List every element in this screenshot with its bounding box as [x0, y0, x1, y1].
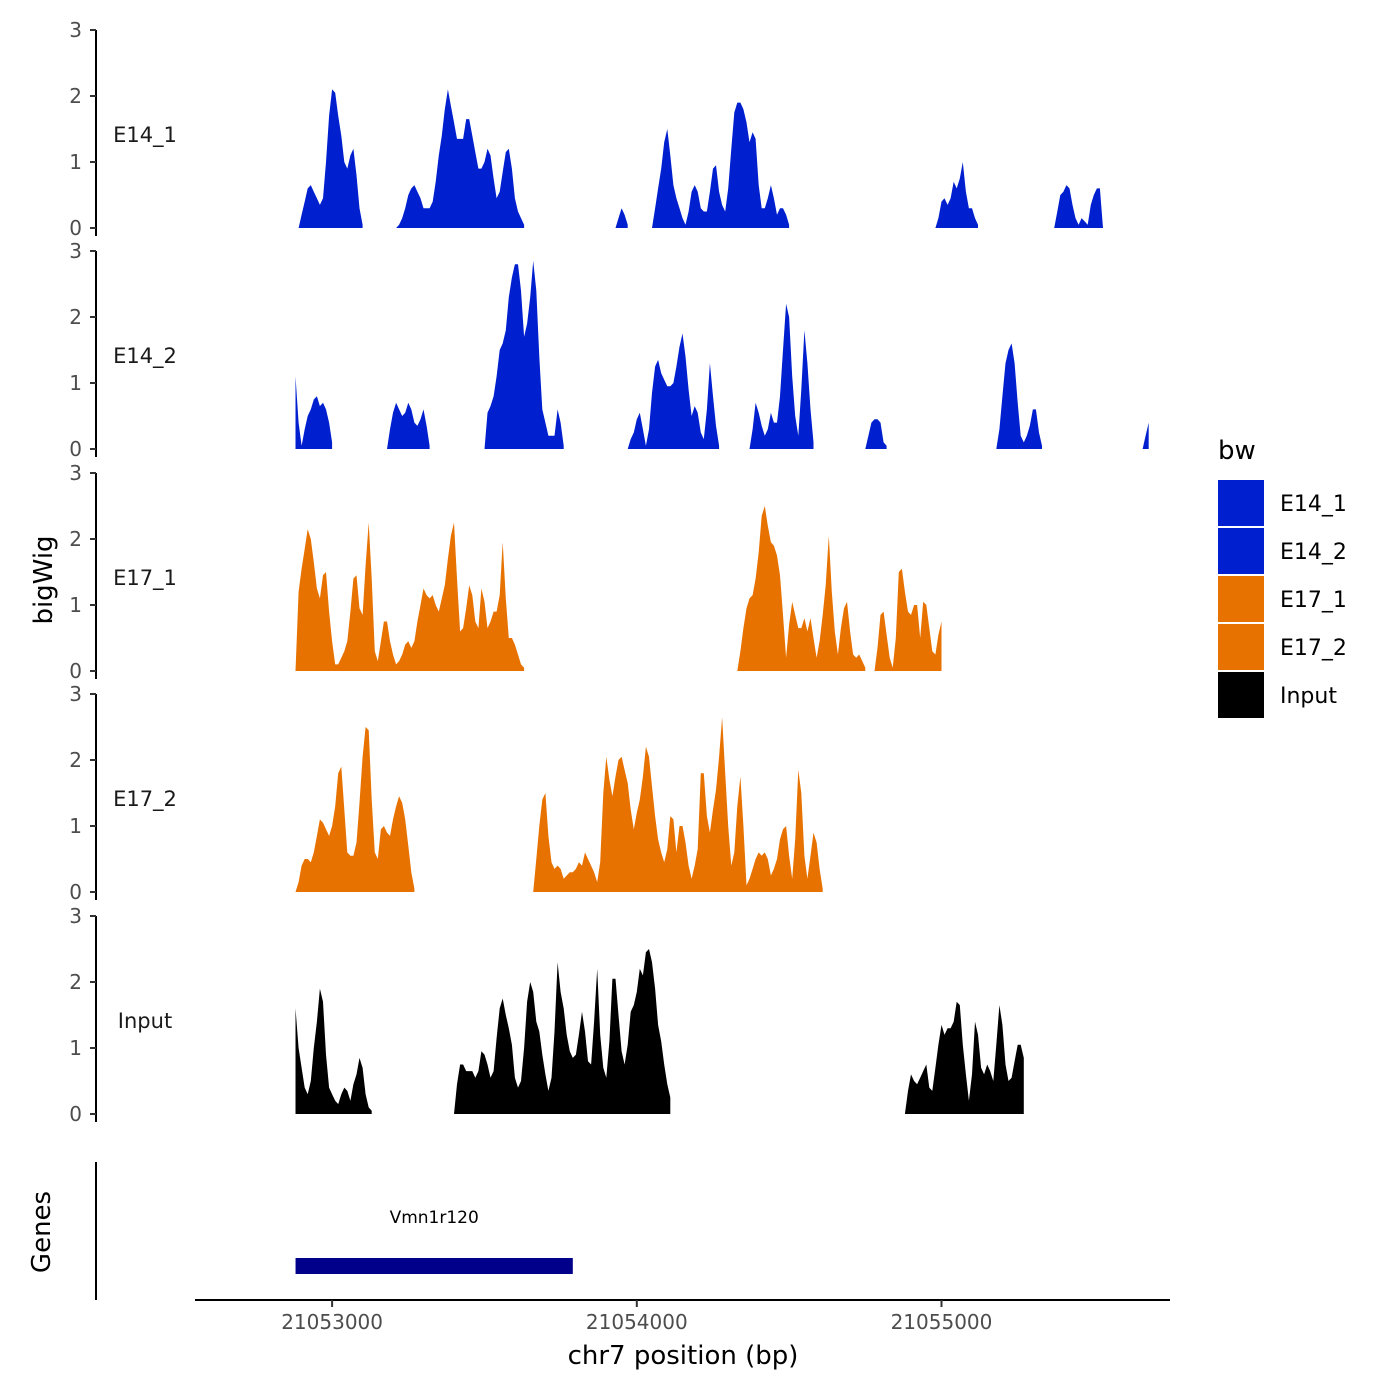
track-Input: 0 1 2 3 Input: [69, 904, 1024, 1126]
legend-items: E14_1 E14_2 E17_1 E17_2 Input: [1218, 480, 1347, 718]
legend-label-E14_1: E14_1: [1280, 492, 1347, 517]
x-tick-label: 21054000: [586, 1310, 688, 1334]
coverage-area-Input: [904, 1001, 1024, 1114]
track-label-E14_1: E14_1: [113, 123, 177, 148]
coverage-area-E14_1: [298, 89, 363, 229]
gene-body: [295, 1258, 573, 1274]
track-label-E14_2: E14_2: [113, 344, 177, 369]
legend-swatch-E14_1: [1218, 480, 1264, 526]
x-tick-label: 21055000: [891, 1310, 993, 1334]
coverage-area-E14_2: [996, 343, 1042, 449]
legend-label-E17_1: E17_1: [1280, 588, 1347, 613]
coverage-area-E14_1: [615, 208, 628, 228]
y-tick-label: 0: [69, 1102, 82, 1126]
y-tick-label: 1: [69, 814, 82, 838]
gene-track: Genes Vmn1r120: [27, 1162, 573, 1300]
track-E14_2: 0 1 2 3 E14_2: [69, 239, 1149, 461]
track-label-Input: Input: [118, 1009, 172, 1033]
coverage-area-E14_2: [295, 376, 333, 449]
coverage-area-E17_1: [295, 522, 525, 671]
x-axis-ticks: 21053000 21054000 21055000: [281, 1300, 992, 1334]
gene-features: Vmn1r120: [295, 1208, 573, 1274]
coverage-area-Input: [454, 949, 671, 1114]
coverage-area-E14_1: [396, 89, 525, 229]
y-tick-label: 1: [69, 593, 82, 617]
y-tick-label: 0: [69, 437, 82, 461]
x-tick-label: 21053000: [281, 1310, 383, 1334]
y-tick-label: 1: [69, 371, 82, 395]
track-E14_1: 0 1 2 3 E14_1: [69, 18, 1103, 240]
y-tick-label: 0: [69, 880, 82, 904]
genes-axis-title: Genes: [27, 1191, 57, 1273]
track-label-E17_1: E17_1: [113, 566, 177, 591]
x-axis: 21053000 21054000 21055000 chr7 position (…: [195, 1299, 1170, 1371]
gene-name-label: Vmn1r120: [390, 1208, 479, 1228]
coverage-area-E14_2: [1142, 422, 1149, 449]
y-tick-label: 0: [69, 659, 82, 683]
y-tick-label: 3: [69, 682, 82, 706]
y-tick-label: 3: [69, 18, 82, 42]
track-label-E17_2: E17_2: [113, 787, 177, 812]
coverage-area-E17_1: [874, 568, 942, 671]
coverage-area-E14_2: [484, 260, 564, 449]
y-tick-label: 2: [69, 305, 82, 329]
coverage-area-E14_1: [935, 162, 978, 228]
coverage-area-E14_2: [627, 333, 720, 449]
coverage-area-Input: [295, 988, 372, 1114]
y-axis-title: bigWig: [29, 535, 59, 624]
legend: bw E14_1 E14_2 E17_1 E17_2 Input: [1218, 436, 1347, 718]
coverage-area-E17_1: [737, 506, 866, 671]
coverage-area-E17_2: [533, 717, 823, 892]
coverage-tracks: 0 1 2 3 E14_1 0 1 2 3 E14_2 0 1 2 3 E17_1 0 1 2 3 E17_2 0 1 2 3…: [69, 18, 1149, 1126]
y-tick-label: 3: [69, 239, 82, 263]
legend-swatch-E17_1: [1218, 576, 1264, 622]
legend-swatch-Input: [1218, 672, 1264, 718]
y-tick-label: 1: [69, 1036, 82, 1060]
coverage-area-E14_1: [652, 102, 790, 228]
y-tick-label: 2: [69, 84, 82, 108]
coverage-area-E14_2: [387, 402, 430, 449]
legend-label-Input: Input: [1280, 684, 1337, 709]
legend-swatch-E17_2: [1218, 624, 1264, 670]
legend-title: bw: [1218, 436, 1256, 466]
x-axis-title: chr7 position (bp): [568, 1341, 799, 1371]
coverage-area-E14_2: [749, 303, 814, 449]
y-tick-label: 3: [69, 904, 82, 928]
y-tick-label: 0: [69, 216, 82, 240]
coverage-area-E14_1: [1054, 185, 1103, 228]
y-tick-label: 3: [69, 461, 82, 485]
legend-label-E17_2: E17_2: [1280, 636, 1347, 661]
y-tick-label: 2: [69, 970, 82, 994]
legend-swatch-E14_2: [1218, 528, 1264, 574]
coverage-area-E14_2: [865, 419, 887, 449]
track-E17_1: 0 1 2 3 E17_1: [69, 461, 942, 683]
y-tick-label: 2: [69, 527, 82, 551]
coverage-area-E17_2: [295, 727, 415, 892]
legend-label-E14_2: E14_2: [1280, 540, 1347, 565]
y-tick-label: 2: [69, 748, 82, 772]
track-E17_2: 0 1 2 3 E17_2: [69, 682, 823, 904]
y-tick-label: 1: [69, 150, 82, 174]
